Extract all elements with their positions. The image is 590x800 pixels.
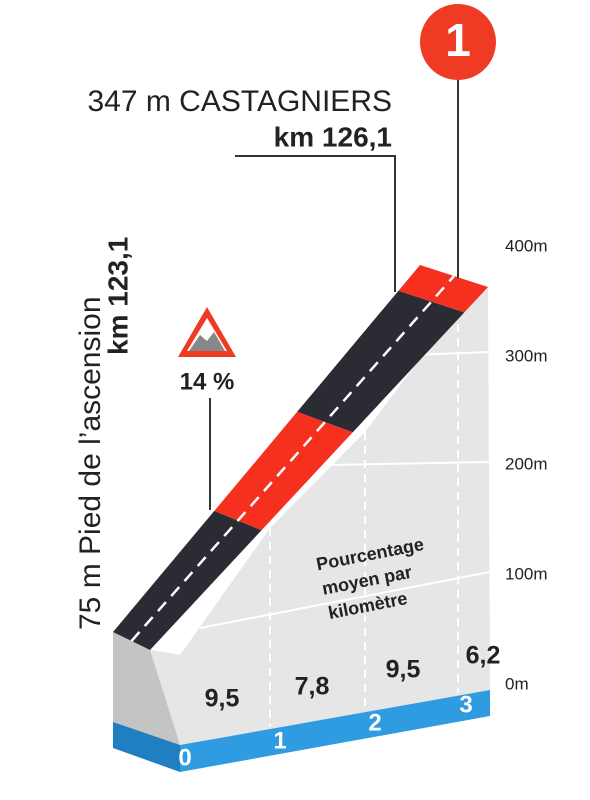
mountain-icon bbox=[189, 332, 225, 351]
front-face bbox=[150, 287, 490, 745]
km-dividers bbox=[269, 310, 459, 726]
road-centerline bbox=[130, 275, 455, 642]
max-gradient: 14 % bbox=[180, 368, 235, 395]
gradients: 9,5 7,8 9,5 6,2 bbox=[205, 642, 501, 713]
road-segment bbox=[297, 290, 465, 433]
road-segment bbox=[214, 411, 353, 531]
base-side bbox=[113, 722, 180, 772]
road bbox=[113, 265, 488, 650]
km-labels: 0 1 2 3 bbox=[178, 691, 472, 771]
km-label: 1 bbox=[273, 727, 286, 754]
marker-circle bbox=[420, 4, 496, 80]
y-label: 0m bbox=[505, 674, 529, 693]
leader-line bbox=[235, 155, 396, 292]
segment-gradient: 9,5 bbox=[205, 685, 240, 713]
y-label: 300m bbox=[505, 346, 548, 365]
y-label: 100m bbox=[505, 564, 548, 583]
segment-gradient: 9,5 bbox=[386, 656, 421, 684]
road-segment bbox=[113, 510, 262, 650]
km-label: 0 bbox=[178, 744, 191, 771]
segment-gradient: 6,2 bbox=[466, 642, 501, 670]
segment-gradient: 7,8 bbox=[295, 673, 330, 701]
km-label: 3 bbox=[459, 691, 472, 718]
summit-altitude: 347 m CASTAGNIERS bbox=[87, 85, 392, 118]
km-label: 2 bbox=[368, 709, 381, 736]
summit-km: km 126,1 bbox=[274, 121, 392, 152]
y-label: 400m bbox=[505, 236, 548, 255]
y-label: 200m bbox=[505, 454, 548, 473]
start-km: km 123,1 bbox=[102, 237, 133, 355]
base-front bbox=[180, 690, 490, 772]
marker-number: 1 bbox=[445, 14, 471, 66]
start-altitude: 75 m Pied de l’ascension bbox=[74, 296, 107, 630]
